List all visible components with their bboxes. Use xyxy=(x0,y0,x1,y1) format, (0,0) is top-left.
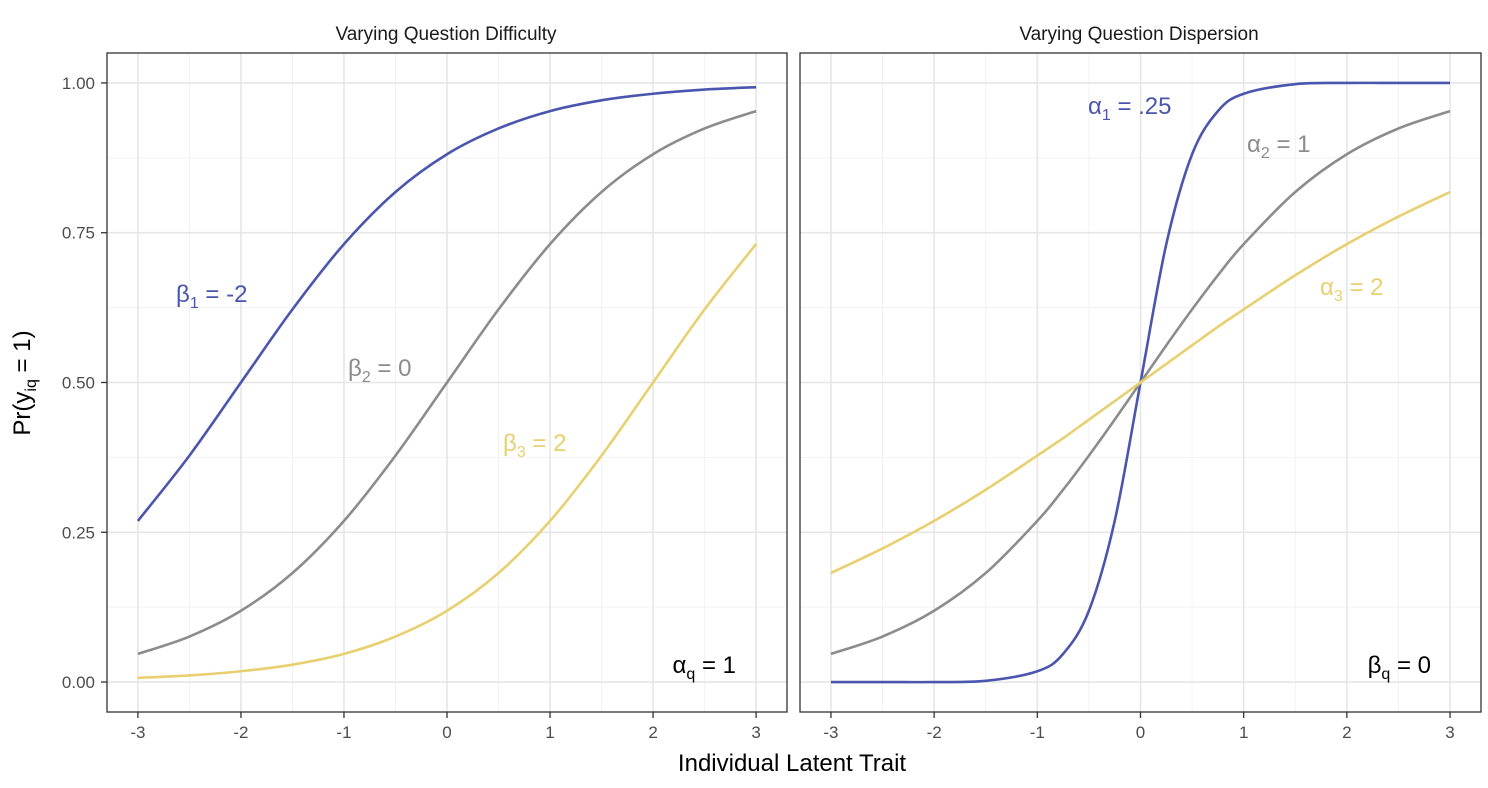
x-axis-title: Individual Latent Trait xyxy=(678,750,906,777)
panel-1-fixed-param-annotation: αq = 1 xyxy=(673,652,736,683)
panel-2-series-2-label: α2 = 1 xyxy=(1247,131,1310,162)
x-tick-label: -2 xyxy=(233,723,248,742)
panel-2: α1 = .25 α2 = 1 α3 = 2 βq = 0 -3 -2 -1 0 1 2 3 xyxy=(799,52,1482,742)
y-axis-title-sub: iq xyxy=(23,379,40,391)
x-tick-label: -3 xyxy=(823,723,838,742)
panel-2-series-3-label: α3 = 2 xyxy=(1320,274,1383,305)
panel-1-series-1-line xyxy=(136,85,757,522)
x-tick-label: 0 xyxy=(1136,723,1145,742)
panel-1-series-2-line xyxy=(137,109,757,656)
x-tick-label: -1 xyxy=(1030,723,1045,742)
panel-2-title: Varying Question Dispersion xyxy=(1019,24,1258,45)
panel-1: β1 = -2 β2 = 0 β3 = 2 αq = 1 -3 -2 -1 0 1 2 3 0.00 0… xyxy=(62,52,788,742)
x-tick-label: 1 xyxy=(1239,723,1248,742)
x-tick-label: -2 xyxy=(927,723,942,742)
x-tick-label: 2 xyxy=(1342,723,1351,742)
x-tick-label: 3 xyxy=(1445,723,1454,742)
y-axis-title: Pr(yiq = 1) xyxy=(9,330,40,435)
x-tick-label: 1 xyxy=(545,723,554,742)
y-tick-label: 0.25 xyxy=(62,523,95,542)
panel-1-series-2-label: β2 = 0 xyxy=(348,355,411,386)
panel-2-series-3-line xyxy=(830,190,1451,575)
panel-1-series-3-line xyxy=(137,243,758,680)
x-tick-label: 2 xyxy=(648,723,657,742)
y-axis-title-main: Pr(y xyxy=(9,392,36,436)
y-tick-label: 0.50 xyxy=(62,374,95,393)
y-axis-title-end: = 1) xyxy=(9,330,36,379)
x-tick-label: -3 xyxy=(130,723,145,742)
x-tick-label: -1 xyxy=(336,723,351,742)
y-tick-label: 0.00 xyxy=(62,673,95,692)
x-tick-label: 3 xyxy=(751,723,760,742)
y-tick-label: 0.75 xyxy=(62,224,95,243)
y-tick-label: 1.00 xyxy=(62,74,95,93)
x-tick-label: 0 xyxy=(442,723,451,742)
panel-2-fixed-param-annotation: βq = 0 xyxy=(1368,652,1431,683)
panel-1-series-3-label: β3 = 2 xyxy=(503,430,566,461)
panel-2-series-1-label: α1 = .25 xyxy=(1088,93,1172,124)
panel-1-title: Varying Question Difficulty xyxy=(335,24,557,45)
panel-1-series-1-label: β1 = -2 xyxy=(176,281,247,312)
